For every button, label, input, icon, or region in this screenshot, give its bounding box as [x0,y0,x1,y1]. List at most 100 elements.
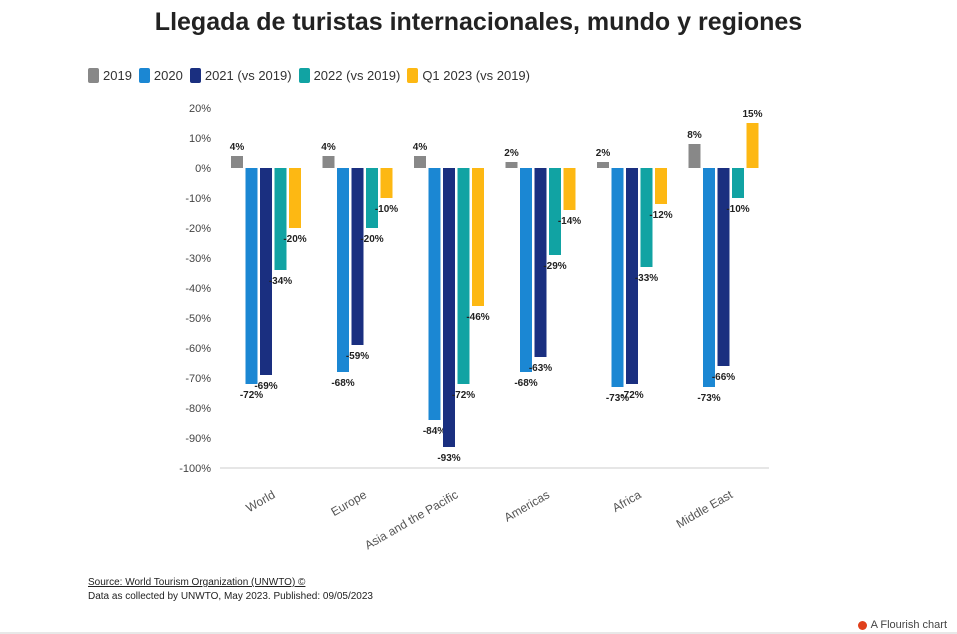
x-category-label: Middle East [674,487,736,531]
flourish-logo-icon [857,620,867,630]
data-label: -29% [543,261,566,272]
bar-world-q1-2023-vs-2019 [289,168,301,228]
bottom-divider [0,632,957,634]
data-label: -73% [697,393,720,404]
bar-middle-east-2019 [688,144,701,168]
data-label: 15% [742,109,762,120]
legend-label-2020: 2020 [153,68,183,83]
bar-europe-2022-vs-2019 [366,168,378,228]
data-label: -46% [466,312,489,323]
bar-europe-q1-2023-vs-2019 [380,168,393,198]
y-tick-label: -20% [185,223,211,235]
y-tick-label: 10% [189,133,211,145]
y-tick-label: -80% [185,403,211,415]
y-tick-label: 0% [195,163,211,175]
bar-americas-2020 [520,168,532,372]
legend: 2019 2020 2021 (vs 2019) 2022 (vs 2019) … [88,68,537,83]
legend-label-2021: 2021 (vs 2019) [204,68,292,83]
source-note: Data as collected by UNWTO, May 2023. Pu… [88,591,373,602]
data-label: -20% [283,234,306,245]
bar-africa-q1-2023-vs-2019 [655,168,667,204]
bar-asia-and-the-pacific-q1-2023-vs-2019 [472,168,484,306]
data-label: -72% [240,390,263,401]
legend-swatch-2019 [88,68,99,83]
legend-label-2019: 2019 [103,68,132,83]
bar-asia-and-the-pacific-2021-vs-2019 [443,168,455,447]
data-label: -69% [254,381,277,392]
bar-middle-east-2021-vs-2019 [717,168,730,366]
x-category-label: Africa [610,487,644,515]
legend-swatch-q1-2023 [407,68,419,83]
data-label: -73% [606,393,629,404]
data-label: -72% [452,390,475,401]
bar-asia-and-the-pacific-2019 [414,156,426,168]
bar-africa-2021-vs-2019 [626,168,638,384]
bar-europe-2021-vs-2019 [351,168,364,345]
bar-africa-2022-vs-2019 [640,168,653,267]
y-tick-label: -100% [179,463,211,475]
data-label: -33% [635,273,658,284]
data-label: 8% [687,130,702,141]
x-category-label: Europe [328,487,369,519]
legend-item-2022[interactable]: 2022 (vs 2019) [298,68,401,83]
bar-world-2022-vs-2019 [274,168,287,270]
data-label: 4% [413,142,428,153]
data-label: -10% [726,204,749,215]
bar-world-2021-vs-2019 [260,168,272,375]
data-label: -84% [423,426,446,437]
bar-africa-2019 [597,162,609,168]
data-label: -59% [346,351,369,362]
bar-asia-and-the-pacific-2020 [428,168,441,420]
chart-title: Llegada de turistas internacionales, mun… [154,8,803,36]
bar-americas-2021-vs-2019 [534,168,547,357]
y-tick-label: -90% [185,433,211,445]
data-label: -34% [269,276,292,287]
bar-americas-2019 [505,162,518,168]
bar-chart: 20% 10% 0% -10% -20% -30% -40% -50% -60% -70% -80%… [179,103,769,552]
data-label: 4% [321,142,336,153]
bar-americas-q1-2023-vs-2019 [563,168,576,210]
x-category-label: World [244,487,278,515]
legend-label-2022: 2022 (vs 2019) [313,68,401,83]
legend-item-2019[interactable]: 2019 [88,68,132,83]
legend-swatch-2022 [298,68,310,83]
bar-middle-east-q1-2023-vs-2019 [746,123,759,168]
data-label: -66% [712,372,735,383]
y-tick-label: -50% [185,313,211,325]
data-label: -14% [558,216,581,227]
y-tick-label: -60% [185,343,211,355]
bar-americas-2022-vs-2019 [549,168,561,255]
bar-middle-east-2020 [703,168,715,387]
y-tick-label: 20% [189,103,211,115]
data-label: -68% [331,378,354,389]
data-label: -63% [529,363,552,374]
bar-world-2019 [231,156,243,168]
y-tick-label: -30% [185,253,211,265]
x-category-label: Asia and the Pacific [362,487,460,552]
data-label: -72% [620,390,643,401]
data-label: -12% [649,210,672,221]
bar-europe-2020 [337,168,349,372]
bar-middle-east-2022-vs-2019 [732,168,744,198]
bar-world-2020 [245,168,258,384]
legend-item-q1-2023[interactable]: Q1 2023 (vs 2019) [407,68,530,83]
y-tick-label: -10% [185,193,211,205]
legend-item-2021[interactable]: 2021 (vs 2019) [189,68,292,83]
legend-swatch-2020 [138,68,150,83]
legend-item-2020[interactable]: 2020 [138,68,183,83]
data-label: 2% [504,148,519,159]
source-link[interactable]: Source: World Tourism Organization (UNWT… [88,577,306,588]
legend-label-q1-2023: Q1 2023 (vs 2019) [422,68,530,83]
x-category-label: Americas [502,487,552,524]
flourish-label: A Flourish chart [870,619,947,631]
data-label: -93% [437,453,460,464]
legend-swatch-2021 [189,68,201,83]
data-label: -10% [375,204,398,215]
data-label: 4% [230,142,245,153]
bar-africa-2020 [611,168,624,387]
flourish-badge[interactable]: A Flourish chart [857,619,947,631]
footer: Source: World Tourism Organization (UNWT… [88,576,373,604]
y-tick-label: -70% [185,373,211,385]
data-label: 2% [596,148,611,159]
data-label: -20% [360,234,383,245]
